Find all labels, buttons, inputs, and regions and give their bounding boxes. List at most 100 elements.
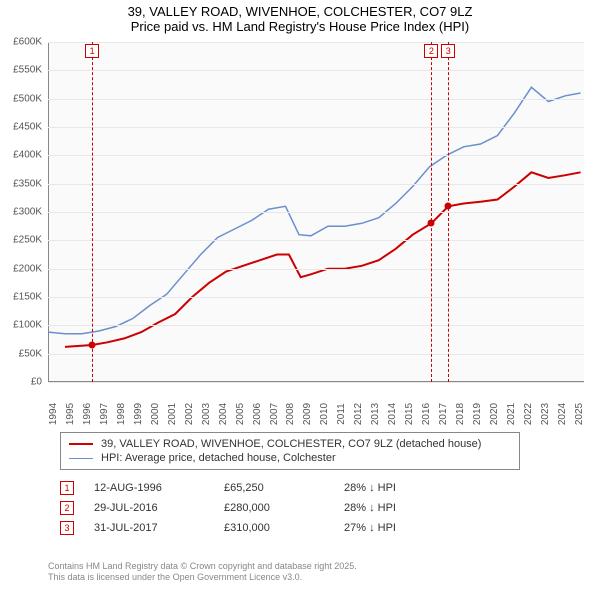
y-tick-label: £150K <box>13 292 42 303</box>
chart-container: 39, VALLEY ROAD, WIVENHOE, COLCHESTER, C… <box>0 0 600 590</box>
legend-label: 39, VALLEY ROAD, WIVENHOE, COLCHESTER, C… <box>101 438 481 450</box>
x-tick-label: 2009 <box>302 403 313 425</box>
y-tick-label: £350K <box>13 178 42 189</box>
footer-line1: Contains HM Land Registry data © Crown c… <box>48 561 357 573</box>
x-tick-label: 2011 <box>336 403 347 425</box>
gridline <box>48 354 584 355</box>
x-tick-label: 2008 <box>285 403 296 425</box>
sales-row: 3 31-JUL-2017£310,00027% ↓ HPI <box>60 518 530 538</box>
sales-row: 1 12-AUG-1996£65,25028% ↓ HPI <box>60 478 530 498</box>
x-tick-label: 2014 <box>387 403 398 425</box>
x-tick-label: 2010 <box>319 403 330 425</box>
sale-date: 12-AUG-1996 <box>94 482 224 494</box>
y-tick-label: £300K <box>13 207 42 218</box>
footer-line2: This data is licensed under the Open Gov… <box>48 572 357 584</box>
sale-marker-line <box>431 42 432 382</box>
sale-number-box: 1 <box>60 481 74 495</box>
x-tick-label: 2007 <box>269 403 280 425</box>
sale-price: £280,000 <box>224 502 344 514</box>
x-tick-label: 2004 <box>218 403 229 425</box>
y-axis: £0£50K£100K£150K£200K£250K£300K£350K£400… <box>0 42 44 382</box>
sale-point <box>445 203 452 210</box>
x-tick-label: 2012 <box>353 403 364 425</box>
x-tick-label: 2000 <box>150 403 161 425</box>
x-tick-label: 2016 <box>421 403 432 425</box>
y-tick-label: £0 <box>31 377 42 388</box>
x-tick-label: 1997 <box>99 403 110 425</box>
title-block: 39, VALLEY ROAD, WIVENHOE, COLCHESTER, C… <box>0 0 600 34</box>
gridline <box>48 297 584 298</box>
sale-delta: 28% ↓ HPI <box>344 482 464 494</box>
gridline <box>48 269 584 270</box>
sale-price: £65,250 <box>224 482 344 494</box>
gridline <box>48 240 584 241</box>
x-axis: 1994 1995 1996 1997 1998 1999 2000 2001 2002 2003… <box>48 386 584 426</box>
x-tick-label: 2017 <box>438 403 449 425</box>
sale-marker-box: 3 <box>441 44 455 58</box>
gridline <box>48 212 584 213</box>
gridline <box>48 127 584 128</box>
legend-item-hpi: HPI: Average price, detached house, Colc… <box>69 451 511 465</box>
x-tick-label: 2018 <box>455 403 466 425</box>
x-tick-label: 2015 <box>404 403 415 425</box>
x-tick-label: 2001 <box>167 403 178 425</box>
legend-swatch <box>69 458 93 459</box>
x-tick-label: 2019 <box>472 403 483 425</box>
y-tick-label: £200K <box>13 263 42 274</box>
sale-marker-box: 2 <box>424 44 438 58</box>
y-tick-label: £600K <box>13 37 42 48</box>
y-tick-label: £450K <box>13 122 42 133</box>
sale-point <box>428 220 435 227</box>
x-tick-label: 2022 <box>523 403 534 425</box>
x-tick-label: 2002 <box>184 403 195 425</box>
x-tick-label: 2005 <box>235 403 246 425</box>
sale-price: £310,000 <box>224 522 344 534</box>
sale-marker-box: 1 <box>85 44 99 58</box>
gridline <box>48 325 584 326</box>
plot-area: 1 23 <box>48 42 584 382</box>
y-tick-label: £400K <box>13 150 42 161</box>
x-tick-label: 1998 <box>116 403 127 425</box>
sale-date: 29-JUL-2016 <box>94 502 224 514</box>
gridline <box>48 184 584 185</box>
x-tick-label: 1995 <box>65 403 76 425</box>
y-tick-label: £100K <box>13 320 42 331</box>
footer: Contains HM Land Registry data © Crown c… <box>48 561 357 584</box>
y-tick-label: £500K <box>13 93 42 104</box>
series-price_paid <box>65 172 581 347</box>
x-tick-label: 2023 <box>540 403 551 425</box>
gridline <box>48 382 584 383</box>
x-tick-label: 2021 <box>506 403 517 425</box>
x-tick-label: 2024 <box>557 403 568 425</box>
x-tick-label: 2013 <box>370 403 381 425</box>
legend-label: HPI: Average price, detached house, Colc… <box>101 452 336 464</box>
x-tick-label: 2025 <box>574 403 585 425</box>
sale-point <box>89 342 96 349</box>
legend-item-price-paid: 39, VALLEY ROAD, WIVENHOE, COLCHESTER, C… <box>69 437 511 451</box>
title-line1: 39, VALLEY ROAD, WIVENHOE, COLCHESTER, C… <box>0 4 600 19</box>
title-line2: Price paid vs. HM Land Registry's House … <box>0 19 600 34</box>
sale-delta: 27% ↓ HPI <box>344 522 464 534</box>
gridline <box>48 99 584 100</box>
x-tick-label: 2006 <box>252 403 263 425</box>
sale-marker-line <box>92 42 93 382</box>
x-tick-label: 2003 <box>201 403 212 425</box>
y-tick-label: £550K <box>13 65 42 76</box>
legend-swatch <box>69 443 93 445</box>
gridline <box>48 70 584 71</box>
x-tick-label: 1994 <box>48 403 59 425</box>
sale-delta: 28% ↓ HPI <box>344 502 464 514</box>
x-tick-label: 1999 <box>133 403 144 425</box>
sale-number-box: 2 <box>60 501 74 515</box>
sale-date: 31-JUL-2017 <box>94 522 224 534</box>
x-tick-label: 1996 <box>82 403 93 425</box>
gridline <box>48 155 584 156</box>
y-tick-label: £50K <box>19 348 42 359</box>
legend: 39, VALLEY ROAD, WIVENHOE, COLCHESTER, C… <box>60 432 520 470</box>
x-tick-label: 2020 <box>489 403 500 425</box>
sale-number-box: 3 <box>60 521 74 535</box>
gridline <box>48 42 584 43</box>
sale-marker-line <box>448 42 449 382</box>
y-tick-label: £250K <box>13 235 42 246</box>
sales-row: 2 29-JUL-2016£280,00028% ↓ HPI <box>60 498 530 518</box>
